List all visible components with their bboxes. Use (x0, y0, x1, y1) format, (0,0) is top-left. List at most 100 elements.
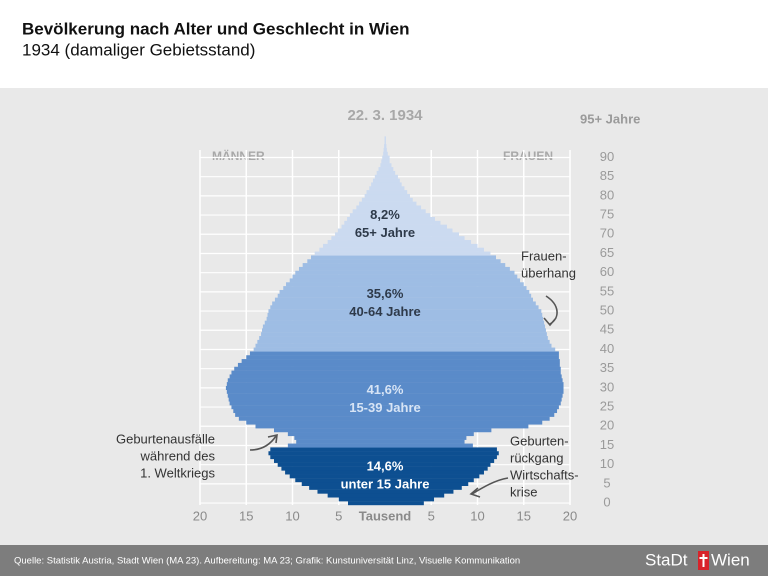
bar (385, 151, 388, 156)
bar (279, 289, 385, 294)
bar (385, 347, 556, 352)
bar (385, 389, 564, 394)
bar (385, 313, 543, 318)
bar (385, 324, 546, 329)
bar (385, 401, 561, 406)
bar (234, 366, 385, 371)
bar (311, 255, 385, 260)
annotation: Geburtenausfälle (116, 431, 215, 446)
bar (385, 178, 400, 183)
annotation: Geburten- (510, 433, 569, 448)
bar (385, 462, 491, 467)
bar (385, 405, 559, 410)
bar (227, 393, 385, 398)
y-tick-label: 25 (600, 399, 614, 414)
x-tick-label: Tausend (359, 508, 412, 523)
logo: StaDt (645, 550, 688, 569)
bar (287, 443, 385, 448)
group-share: 41,6% (367, 382, 404, 397)
bar (385, 297, 533, 302)
bar (295, 270, 385, 275)
bar (283, 286, 385, 291)
bar (267, 313, 385, 318)
bar (227, 378, 385, 383)
bar (268, 309, 385, 314)
group-share: 35,6% (367, 286, 404, 301)
y-tick-label: 50 (600, 303, 614, 318)
bar (385, 301, 536, 306)
bar (261, 332, 385, 337)
bar (385, 220, 441, 225)
bar (385, 478, 474, 483)
bar (385, 470, 484, 475)
bar (385, 320, 545, 325)
bar (385, 167, 394, 172)
bar (274, 458, 385, 463)
logo-cross (699, 554, 708, 567)
bar (287, 432, 385, 437)
bar (385, 217, 435, 222)
bar (246, 420, 385, 425)
bar (385, 251, 491, 256)
bar (383, 147, 385, 152)
bar (233, 409, 385, 414)
bar (385, 286, 527, 291)
bar (235, 412, 385, 417)
y-tick-label: 95+ Jahre (580, 112, 640, 127)
bar (383, 151, 385, 156)
bar (229, 401, 385, 406)
bar (356, 205, 385, 210)
bar (277, 462, 385, 467)
bar (285, 470, 385, 475)
bar (270, 455, 385, 460)
bar (348, 501, 385, 506)
y-tick-label: 45 (600, 322, 614, 337)
bar (378, 167, 385, 172)
bar (385, 236, 465, 241)
bar (385, 309, 542, 314)
bar (385, 305, 539, 310)
bar (385, 416, 550, 421)
bar (385, 197, 413, 202)
bar (272, 301, 385, 306)
bar (385, 163, 392, 168)
bar (385, 432, 474, 437)
bar (237, 362, 385, 367)
source: Quelle: Statistik Austria, Stadt Wien (M… (14, 556, 520, 567)
bar (289, 474, 385, 479)
group-label: 65+ Jahre (355, 225, 415, 240)
bar (385, 351, 559, 356)
bar (270, 305, 385, 310)
bar (385, 186, 405, 191)
y-tick-label: 35 (600, 360, 614, 375)
chart-title: Bevölkerung nach Alter und Geschlecht in… (22, 19, 409, 38)
labels: 05101520253035404550556065707580859095+ … (116, 112, 640, 524)
annotation: 1. Weltkriegs (140, 465, 215, 480)
bar (241, 359, 385, 364)
bar (385, 232, 459, 237)
bar (385, 190, 408, 195)
x-tick-label: 5 (335, 508, 342, 523)
bar (385, 359, 560, 364)
bar (364, 193, 385, 198)
bar (385, 362, 560, 367)
bar (385, 328, 546, 333)
bar (323, 243, 385, 248)
bar (314, 251, 385, 256)
bar (327, 493, 385, 498)
bar (385, 136, 386, 141)
y-tick-label: 0 (603, 495, 610, 510)
arrow (543, 295, 558, 327)
bar (292, 274, 385, 279)
bar (385, 182, 402, 187)
bar (385, 447, 497, 452)
bar (309, 485, 385, 490)
bar (385, 485, 462, 490)
bar (385, 439, 465, 444)
bar (255, 343, 385, 348)
y-tick-label: 85 (600, 168, 614, 183)
bar (385, 382, 564, 387)
y-tick-label: 80 (600, 187, 614, 202)
bar (385, 355, 559, 360)
bar (385, 147, 387, 152)
